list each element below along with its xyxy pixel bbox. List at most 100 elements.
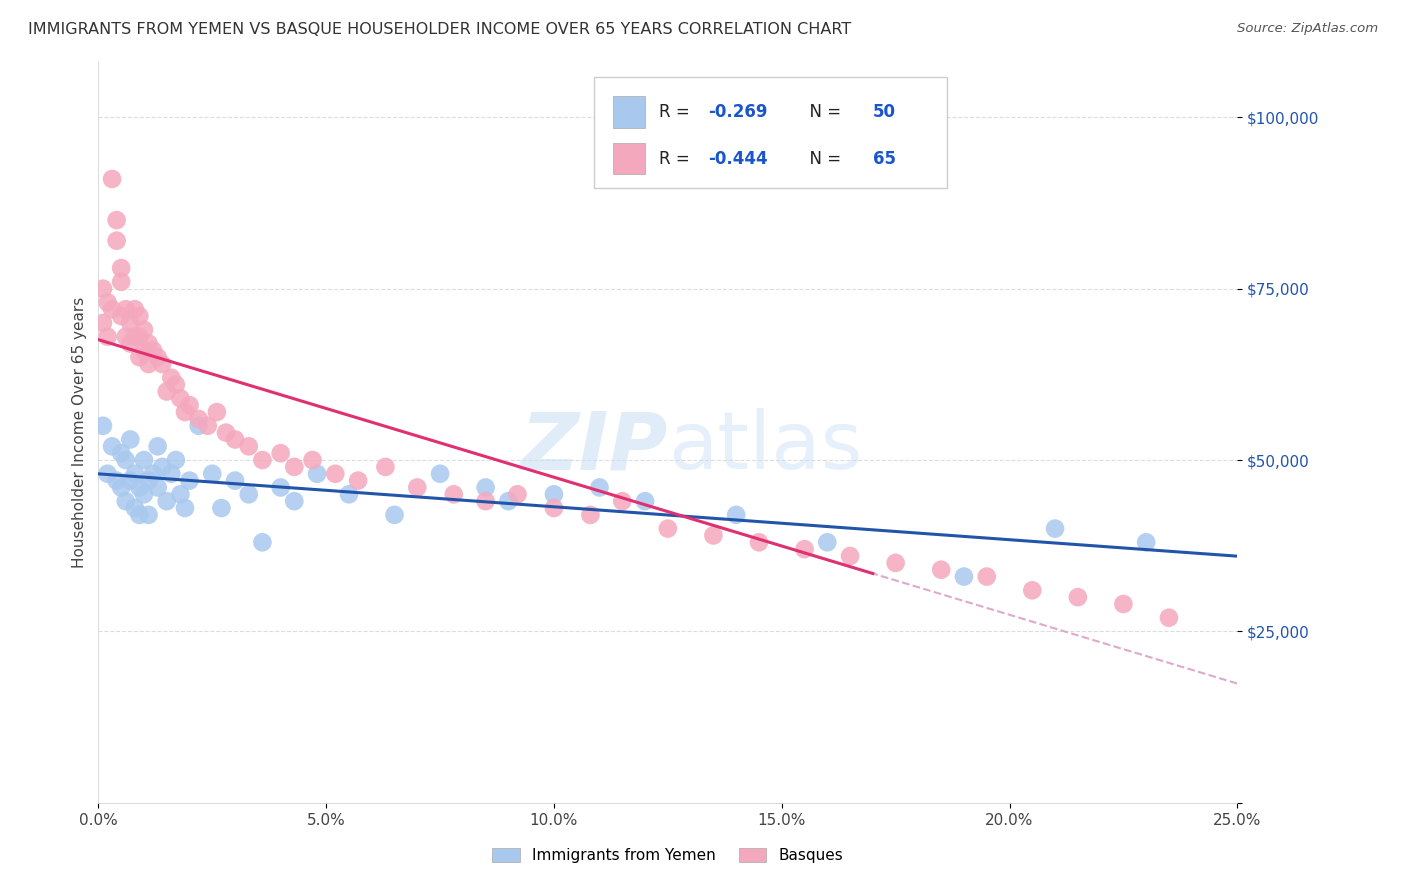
Point	[124, 302, 146, 317]
Point	[105, 234, 128, 248]
Text: 65: 65	[873, 150, 896, 168]
Point	[187, 412, 209, 426]
Point	[114, 329, 136, 343]
Point	[105, 213, 128, 227]
Point	[142, 343, 165, 358]
Point	[120, 433, 142, 447]
Point	[138, 357, 160, 371]
Point	[252, 535, 274, 549]
Point	[132, 487, 155, 501]
Point	[1135, 535, 1157, 549]
Point	[101, 172, 124, 186]
Point	[110, 446, 132, 460]
Point	[156, 494, 179, 508]
Point	[91, 282, 114, 296]
Point	[953, 569, 976, 583]
Text: IMMIGRANTS FROM YEMEN VS BASQUE HOUSEHOLDER INCOME OVER 65 YEARS CORRELATION CHA: IMMIGRANTS FROM YEMEN VS BASQUE HOUSEHOL…	[28, 22, 852, 37]
Point	[815, 535, 838, 549]
Point	[205, 405, 228, 419]
Point	[270, 480, 292, 494]
Point	[138, 336, 160, 351]
Text: N =: N =	[799, 103, 846, 121]
Bar	[613, 143, 645, 174]
Point	[124, 501, 146, 516]
Point	[120, 336, 142, 351]
Point	[337, 487, 360, 501]
Point	[1157, 610, 1180, 624]
Point	[702, 528, 724, 542]
Point	[165, 453, 187, 467]
Point	[197, 418, 219, 433]
Point	[110, 480, 132, 494]
Point	[976, 569, 998, 583]
Point	[114, 453, 136, 467]
Point	[725, 508, 748, 522]
Point	[128, 350, 150, 364]
Text: atlas: atlas	[668, 409, 862, 486]
Point	[146, 439, 169, 453]
Point	[579, 508, 602, 522]
Point	[283, 494, 305, 508]
Point	[307, 467, 329, 481]
Point	[443, 487, 465, 501]
Point	[884, 556, 907, 570]
Point	[748, 535, 770, 549]
Point	[209, 501, 232, 516]
Point	[124, 329, 146, 343]
Point	[179, 474, 201, 488]
Text: -0.444: -0.444	[707, 150, 768, 168]
Point	[128, 329, 150, 343]
Point	[120, 316, 142, 330]
Legend: Immigrants from Yemen, Basques: Immigrants from Yemen, Basques	[486, 841, 849, 869]
Point	[160, 371, 183, 385]
Point	[110, 309, 132, 323]
Point	[120, 474, 142, 488]
Point	[1112, 597, 1135, 611]
Point	[406, 480, 429, 494]
Point	[224, 433, 246, 447]
Text: Source: ZipAtlas.com: Source: ZipAtlas.com	[1237, 22, 1378, 36]
Point	[793, 542, 815, 557]
Point	[252, 453, 274, 467]
Point	[215, 425, 238, 440]
Point	[238, 439, 260, 453]
Point	[114, 494, 136, 508]
Point	[384, 508, 406, 522]
Point	[657, 522, 679, 536]
Point	[146, 350, 169, 364]
Point	[114, 302, 136, 317]
Point	[160, 467, 183, 481]
Point	[169, 487, 191, 501]
Point	[474, 480, 496, 494]
Text: ZIP: ZIP	[520, 409, 668, 486]
Point	[224, 474, 246, 488]
Point	[132, 343, 155, 358]
Point	[238, 487, 260, 501]
Point	[165, 377, 187, 392]
Point	[101, 439, 124, 453]
Point	[169, 392, 191, 406]
Point	[270, 446, 292, 460]
Point	[498, 494, 520, 508]
Point	[142, 467, 165, 481]
Point	[128, 309, 150, 323]
Point	[201, 467, 224, 481]
Point	[543, 501, 565, 516]
Point	[506, 487, 529, 501]
Point	[929, 563, 952, 577]
Point	[179, 398, 201, 412]
Point	[128, 480, 150, 494]
Point	[128, 508, 150, 522]
Point	[110, 261, 132, 276]
Point	[110, 275, 132, 289]
Text: N =: N =	[799, 150, 846, 168]
Point	[132, 323, 155, 337]
Point	[91, 418, 114, 433]
Point	[839, 549, 862, 563]
Point	[96, 329, 118, 343]
Point	[96, 467, 118, 481]
Text: R =: R =	[659, 150, 695, 168]
Point	[174, 405, 197, 419]
Point	[124, 467, 146, 481]
Point	[150, 459, 173, 474]
